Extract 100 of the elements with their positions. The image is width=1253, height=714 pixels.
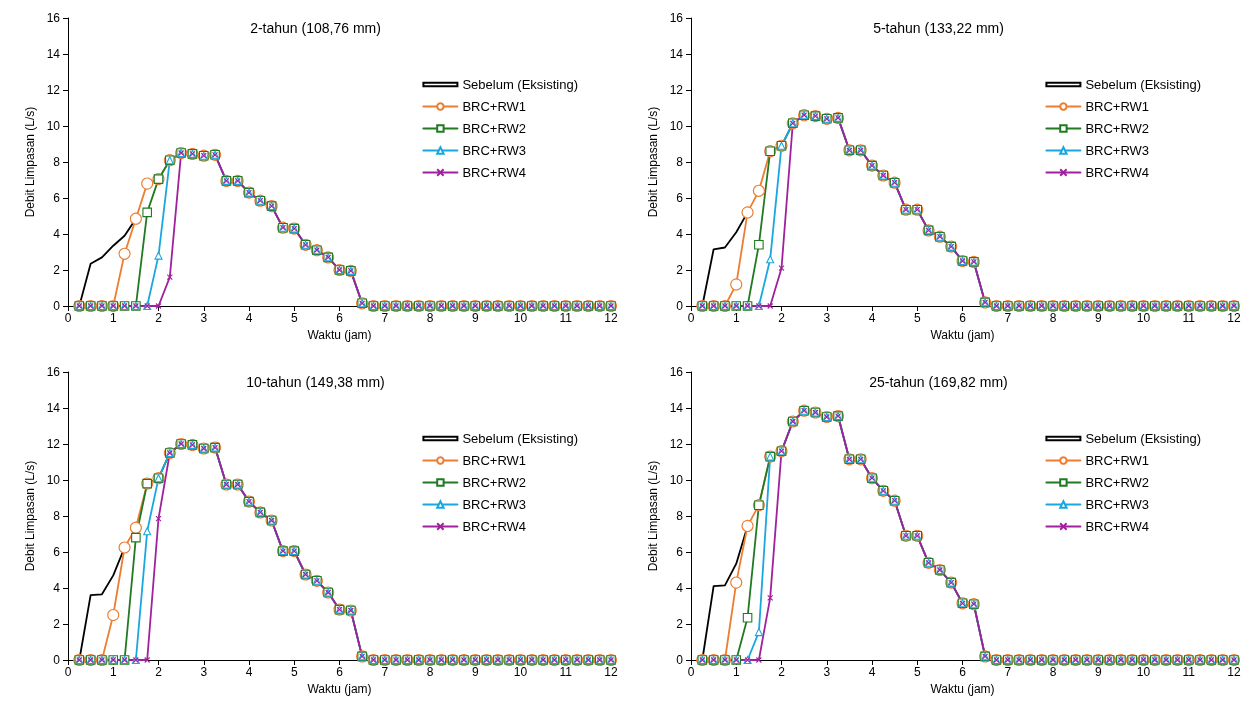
legend-label: BRC+RW4 — [1085, 165, 1150, 180]
x-tick-label: 2 — [778, 311, 786, 325]
x-tick-label: 3 — [823, 665, 831, 679]
legend-label: BRC+RW3 — [462, 143, 527, 158]
x-tick-label: 2 — [155, 311, 163, 325]
y-tick-label: 12 — [46, 437, 61, 451]
y-tick-label: 16 — [669, 11, 684, 25]
x-tick-label: 0 — [687, 311, 695, 325]
legend-label: BRC+RW3 — [1085, 497, 1150, 512]
x-tick-label: 11 — [559, 311, 573, 325]
y-tick-label: 0 — [676, 299, 684, 313]
x-tick-label: 3 — [200, 665, 208, 679]
x-axis-title: Waktu (jam) — [307, 327, 372, 342]
y-tick-label: 10 — [46, 473, 61, 487]
y-tick-label: 2 — [53, 617, 61, 631]
x-axis-title: Waktu (jam) — [930, 327, 995, 342]
y-axis-title: Debit Limpasan (L/s) — [22, 460, 37, 572]
legend-label: BRC+RW1 — [462, 453, 527, 468]
y-tick-label: 8 — [676, 509, 684, 523]
y-tick-label: 6 — [676, 545, 684, 559]
x-tick-label: 12 — [1227, 311, 1241, 325]
x-tick-label: 5 — [913, 311, 921, 325]
x-tick-label: 4 — [868, 665, 876, 679]
y-axis-title: Debit Limpasan (L/s) — [645, 460, 660, 572]
x-tick-label: 9 — [1094, 311, 1102, 325]
y-tick-label: 10 — [46, 119, 61, 133]
legend-label: Sebelum (Eksisting) — [462, 77, 579, 92]
x-tick-label: 8 — [1049, 665, 1057, 679]
x-tick-label: 10 — [513, 665, 528, 679]
x-tick-label: 11 — [1182, 311, 1196, 325]
x-tick-label: 8 — [426, 665, 434, 679]
legend-label: Sebelum (Eksisting) — [1085, 77, 1202, 92]
y-tick-label: 4 — [53, 581, 61, 595]
legend-label: Sebelum (Eksisting) — [462, 431, 579, 446]
legend-label: BRC+RW4 — [1085, 519, 1150, 534]
y-tick-label: 6 — [53, 191, 61, 205]
x-tick-label: 4 — [245, 311, 253, 325]
y-tick-label: 12 — [669, 437, 684, 451]
legend-label: BRC+RW4 — [462, 519, 527, 534]
legend-label: BRC+RW2 — [462, 475, 527, 490]
y-tick-label: 6 — [53, 545, 61, 559]
legend-label: BRC+RW2 — [1085, 475, 1150, 490]
x-tick-label: 4 — [245, 665, 253, 679]
y-tick-label: 16 — [46, 11, 61, 25]
x-tick-label: 6 — [959, 665, 967, 679]
x-axis-title: Waktu (jam) — [930, 681, 995, 696]
x-tick-label: 12 — [604, 665, 618, 679]
legend-label: BRC+RW3 — [462, 497, 527, 512]
x-tick-label: 1 — [109, 311, 117, 325]
y-tick-label: 0 — [676, 653, 684, 667]
y-tick-label: 16 — [669, 365, 684, 379]
x-tick-label: 10 — [1136, 665, 1151, 679]
x-tick-label: 6 — [336, 665, 344, 679]
y-tick-label: 2 — [676, 263, 684, 277]
x-tick-label: 0 — [64, 665, 72, 679]
y-tick-label: 0 — [53, 299, 61, 313]
x-tick-label: 5 — [913, 665, 921, 679]
x-tick-label: 2 — [778, 665, 786, 679]
legend-label: BRC+RW3 — [1085, 143, 1150, 158]
x-tick-label: 7 — [1004, 665, 1012, 679]
x-tick-label: 9 — [471, 665, 479, 679]
y-tick-label: 14 — [669, 47, 684, 61]
legend-label: BRC+RW2 — [1085, 121, 1150, 136]
x-tick-label: 10 — [1136, 311, 1151, 325]
y-tick-label: 10 — [669, 473, 684, 487]
x-tick-label: 9 — [471, 311, 479, 325]
chart-title: 5-tahun (133,22 mm) — [873, 20, 1004, 36]
y-tick-label: 8 — [53, 155, 61, 169]
x-tick-label: 1 — [732, 665, 740, 679]
y-tick-label: 10 — [669, 119, 684, 133]
x-tick-label: 9 — [1094, 665, 1102, 679]
y-tick-label: 8 — [53, 509, 61, 523]
x-tick-label: 2 — [155, 665, 163, 679]
x-tick-label: 11 — [559, 665, 573, 679]
y-axis-title: Debit Limpasan (L/s) — [645, 106, 660, 218]
chart-title: 2-tahun (108,76 mm) — [250, 20, 381, 36]
y-tick-label: 2 — [676, 617, 684, 631]
legend-label: BRC+RW1 — [1085, 99, 1150, 114]
y-axis-title: Debit Limpasan (L/s) — [22, 106, 37, 218]
x-tick-label: 8 — [1049, 311, 1057, 325]
y-tick-label: 12 — [669, 83, 684, 97]
legend-label: BRC+RW1 — [462, 99, 527, 114]
y-tick-label: 4 — [53, 227, 61, 241]
x-tick-label: 5 — [290, 665, 298, 679]
y-tick-label: 8 — [676, 155, 684, 169]
x-axis-title: Waktu (jam) — [307, 681, 372, 696]
y-tick-label: 14 — [669, 401, 684, 415]
y-tick-label: 12 — [46, 83, 61, 97]
x-tick-label: 10 — [513, 311, 528, 325]
legend-label: BRC+RW2 — [462, 121, 527, 136]
chart-title: 25-tahun (169,82 mm) — [869, 374, 1008, 390]
legend-label: BRC+RW1 — [1085, 453, 1150, 468]
x-tick-label: 3 — [200, 311, 208, 325]
x-tick-label: 6 — [336, 311, 344, 325]
x-tick-label: 3 — [823, 311, 831, 325]
x-tick-label: 8 — [426, 311, 434, 325]
y-tick-label: 6 — [676, 191, 684, 205]
x-tick-label: 12 — [604, 311, 618, 325]
x-tick-label: 7 — [381, 665, 389, 679]
x-tick-label: 7 — [1004, 311, 1012, 325]
